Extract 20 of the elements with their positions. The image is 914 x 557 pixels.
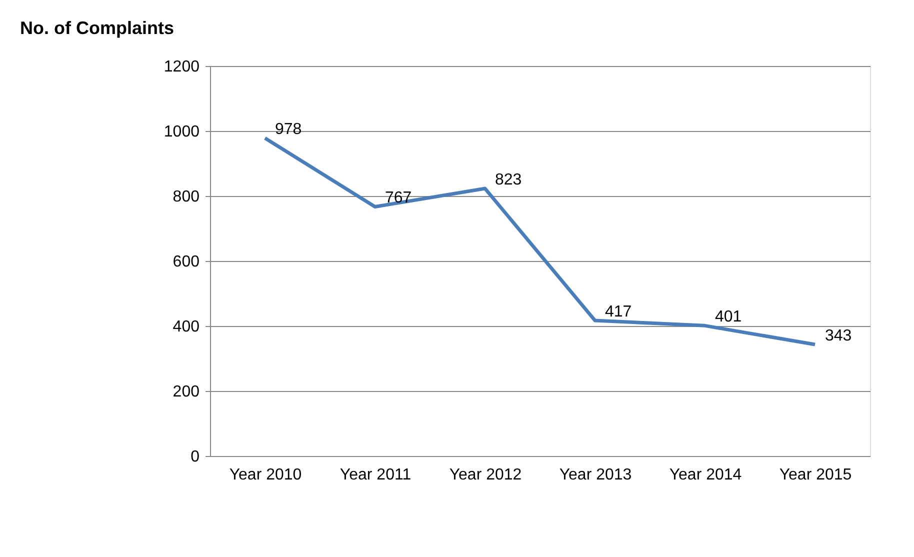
y-tick-label: 1200: [164, 58, 200, 76]
x-tick-label: Year 2010: [229, 466, 302, 484]
chart-title: No. of Complaints: [20, 18, 174, 38]
data-label: 417: [605, 303, 632, 320]
y-tick-label: 800: [172, 188, 200, 206]
data-label: 401: [715, 308, 742, 326]
y-tick-label: 600: [172, 254, 200, 270]
y-tick-label: 400: [172, 318, 200, 336]
data-label: 343: [825, 328, 852, 345]
line-series: [263, 136, 817, 346]
x-tick-label: Year 2015: [779, 466, 852, 484]
x-tick-label: Year 2013: [559, 466, 632, 484]
data-label: 978: [275, 121, 302, 138]
x-tick-label: Year 2011: [340, 466, 412, 484]
y-tick-label: 200: [172, 384, 200, 400]
y-tick-label: 0: [190, 448, 200, 466]
y-tick-label: 1000: [164, 124, 200, 140]
x-tick-label: Year 2012: [449, 466, 522, 484]
data-label: 823: [495, 172, 522, 189]
x-tick-label: Year 2014: [669, 466, 742, 484]
